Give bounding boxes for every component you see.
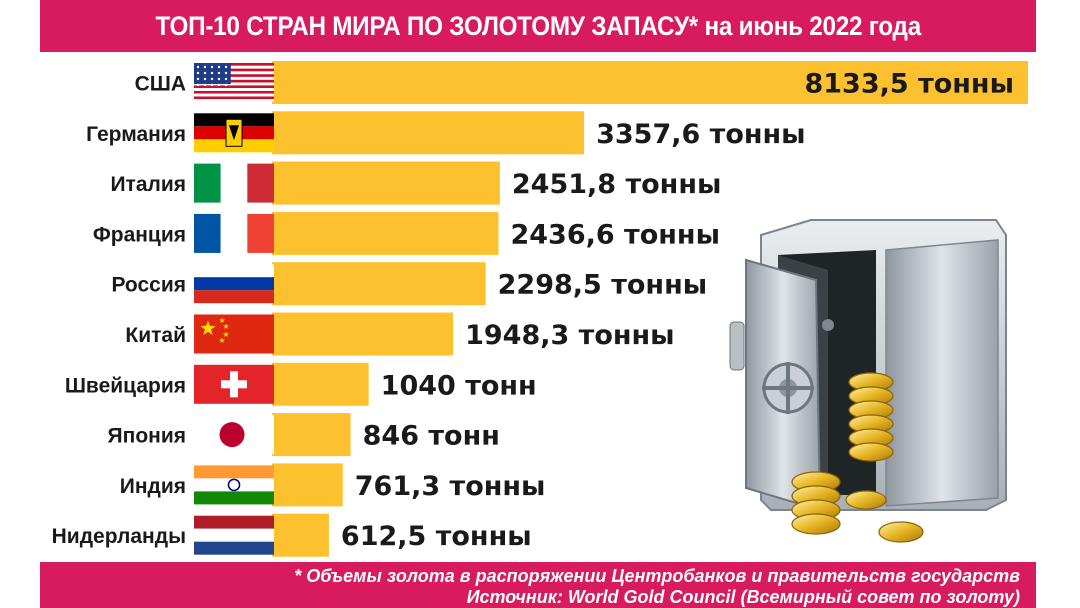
- safe-with-gold-illustration: [729, 219, 1007, 543]
- category-label: Индия: [120, 475, 186, 498]
- category-label: Италия: [110, 173, 186, 196]
- value-label: 612,5 тонны: [341, 521, 532, 552]
- switzerland-flag-icon: [194, 364, 274, 404]
- bar: [272, 463, 343, 507]
- category-label: Швейцария: [65, 374, 186, 397]
- category-label: Нидерланды: [52, 525, 186, 548]
- russia-flag-icon: [194, 264, 274, 304]
- bar: [272, 211, 499, 255]
- bar: [272, 161, 500, 205]
- title-banner: ТОП-10 СТРАН МИРА ПО ЗОЛОТОМУ ЗАПАСУ* на…: [40, 0, 1036, 52]
- bar: [272, 262, 486, 306]
- bar: [272, 61, 1028, 104]
- category-label: Япония: [108, 425, 186, 448]
- bar: [272, 413, 351, 457]
- category-label: Германия: [86, 123, 186, 146]
- bar: [272, 513, 329, 557]
- france-flag-icon: [194, 213, 274, 253]
- footnote-line: * Объемы золота в распоряжении Центробан…: [294, 566, 1020, 586]
- bar: [272, 312, 454, 356]
- value-label: 846 тонн: [363, 421, 500, 452]
- value-label: 2298,5 тонны: [498, 270, 708, 301]
- china-flag-icon: [194, 314, 274, 354]
- bar: [272, 362, 369, 406]
- value-label: 2451,8 тонны: [512, 169, 722, 200]
- category-label: США: [135, 73, 186, 96]
- source-line: Источник: World Gold Council (Всемирный …: [466, 587, 1020, 607]
- value-label: 2436,6 тонны: [510, 219, 720, 250]
- category-label: Китай: [125, 324, 186, 347]
- value-label: 8133,5 тонны: [804, 69, 1014, 100]
- category-label: Франция: [93, 223, 186, 246]
- italy-flag-icon: [194, 163, 274, 203]
- japan-flag-icon: [194, 415, 274, 455]
- footnote-banner: * Объемы золота в распоряжении Центробан…: [40, 562, 1036, 608]
- bar-chart: США 8133,5 тонны Германия 3357,6 тонны Итали…: [52, 61, 1028, 557]
- value-label: 1948,3 тонны: [465, 320, 675, 351]
- india-flag-icon: [194, 465, 274, 505]
- germany-flag-icon: [194, 113, 274, 153]
- netherlands-flag-icon: [194, 515, 274, 555]
- bar: [272, 111, 585, 155]
- category-label: Россия: [111, 274, 186, 297]
- value-label: 761,3 тонны: [355, 471, 546, 502]
- value-label: 1040 тонн: [381, 370, 537, 401]
- usa-flag-icon: [194, 63, 274, 102]
- chart-title: ТОП-10 СТРАН МИРА ПО ЗОЛОТОМУ ЗАПАСУ* на…: [155, 10, 921, 41]
- value-label: 3357,6 тонны: [596, 119, 806, 150]
